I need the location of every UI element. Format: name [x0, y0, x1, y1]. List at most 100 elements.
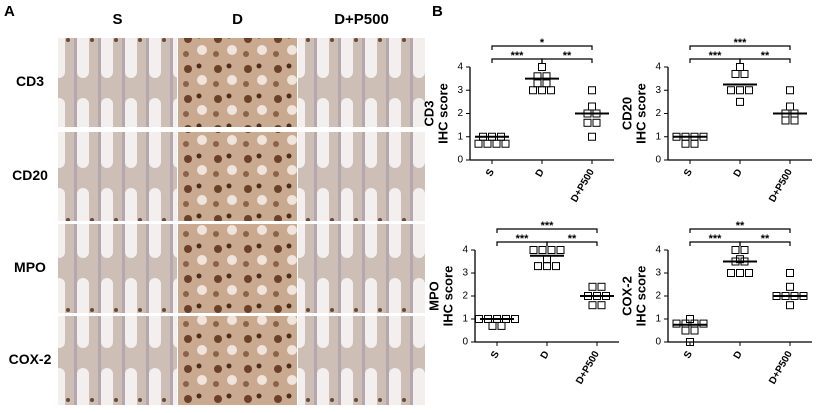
- y-tick-label: 3: [462, 268, 468, 279]
- data-point: [497, 321, 506, 330]
- y-axis-label: COX-2: [619, 276, 634, 316]
- y-tick-label: 0: [462, 337, 468, 348]
- y-tick-label: 1: [462, 314, 468, 325]
- data-point: [686, 338, 694, 346]
- x-tick-label: S: [489, 349, 502, 361]
- micrograph: [178, 38, 297, 127]
- significance-label: ***: [516, 233, 530, 245]
- data-point: [786, 102, 794, 111]
- significance-bracket: [689, 45, 791, 50]
- data-point: [790, 116, 799, 125]
- data-point: [488, 321, 497, 330]
- data-point: [686, 315, 694, 323]
- significance-label: ***: [709, 50, 723, 62]
- data-point: [533, 79, 542, 88]
- data-point: [690, 319, 699, 328]
- x-tick-label: D+P500: [569, 167, 597, 204]
- significance-bracket: [689, 228, 791, 233]
- data-point: [534, 262, 542, 271]
- data-point: [588, 301, 597, 310]
- data-point: [538, 86, 546, 95]
- data-point: [786, 282, 794, 291]
- data-point: [731, 246, 740, 254]
- data-point: [740, 69, 749, 78]
- data-point: [672, 319, 681, 328]
- column-label: D: [232, 11, 243, 28]
- y-tick-label: 2: [655, 291, 661, 302]
- data-point: [588, 282, 597, 291]
- data-point: [681, 326, 690, 335]
- significance-label: **: [568, 233, 577, 245]
- x-tick-label: D+P500: [767, 349, 795, 386]
- y-tick-label: 0: [457, 155, 463, 166]
- y-tick-label: 2: [655, 108, 661, 119]
- data-point: [474, 139, 483, 148]
- significance-label: **: [761, 50, 770, 62]
- significance-label: **: [563, 50, 572, 62]
- data-point: [597, 301, 606, 310]
- data-point: [731, 69, 740, 78]
- micrograph: [58, 38, 177, 127]
- data-point: [736, 97, 744, 106]
- data-point: [736, 63, 744, 71]
- data-point: [786, 86, 794, 95]
- y-axis-label: IHC score: [633, 266, 648, 327]
- x-tick-label: D: [534, 167, 547, 179]
- significance-label: ***: [734, 37, 748, 49]
- data-point: [529, 86, 537, 95]
- data-point: [547, 246, 556, 254]
- data-point: [727, 269, 735, 277]
- data-point: [547, 86, 555, 95]
- row-label: CD3: [16, 73, 44, 89]
- micrograph: [298, 224, 425, 313]
- significance-bracket: [491, 45, 593, 50]
- data-point: [699, 319, 708, 328]
- data-point: [727, 86, 735, 95]
- y-tick-label: 4: [462, 245, 468, 256]
- significance-label: ***: [709, 233, 723, 245]
- x-tick-label: S: [682, 349, 695, 361]
- data-point: [588, 102, 596, 111]
- data-point: [588, 86, 596, 95]
- data-point: [556, 246, 565, 254]
- data-point: [501, 139, 510, 148]
- y-tick-label: 0: [655, 155, 661, 166]
- data-point: [538, 246, 547, 254]
- micrograph: [58, 132, 177, 221]
- micrograph: [298, 316, 425, 405]
- data-point: [786, 301, 794, 310]
- data-point: [786, 269, 794, 277]
- y-tick-label: 1: [655, 131, 661, 142]
- data-point: [538, 63, 546, 71]
- significance-label: ***: [541, 220, 555, 232]
- y-tick-label: 3: [457, 85, 463, 96]
- data-point: [529, 246, 538, 254]
- x-tick-label: D: [732, 167, 745, 179]
- data-point: [588, 132, 596, 141]
- y-axis-label: IHC score: [440, 266, 455, 327]
- significance-bracket: [496, 228, 598, 233]
- data-point: [736, 269, 744, 277]
- x-tick-label: S: [484, 167, 497, 179]
- y-tick-label: 1: [655, 314, 661, 325]
- micrograph-grid: S D D+P500 CD3 CD20 MPO COX-2: [9, 11, 425, 405]
- y-tick-label: 4: [655, 62, 661, 73]
- data-point: [492, 139, 501, 148]
- significance-bracket: [739, 241, 791, 246]
- data-point: [583, 118, 592, 127]
- significance-label: ***: [511, 50, 525, 62]
- data-point: [781, 116, 790, 125]
- row-label: COX-2: [9, 351, 52, 367]
- significance-bracket: [541, 58, 593, 63]
- data-point: [483, 139, 492, 148]
- y-tick-label: 4: [655, 245, 661, 256]
- significance-label: *: [540, 37, 545, 49]
- significance-label: **: [736, 220, 745, 232]
- data-point: [681, 319, 690, 328]
- data-point: [736, 86, 744, 95]
- y-tick-label: 2: [462, 291, 468, 302]
- y-axis-label: IHC score: [435, 83, 450, 144]
- data-point: [745, 269, 753, 277]
